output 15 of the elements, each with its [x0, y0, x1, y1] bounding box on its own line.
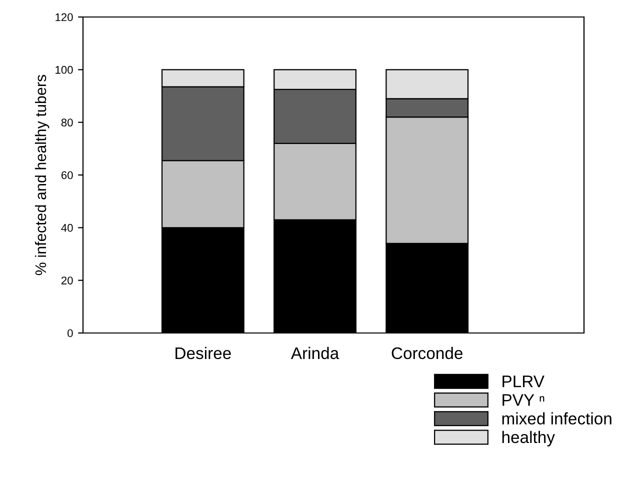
y-tick-label: 40 — [61, 224, 73, 232]
y-tick-label: 120 — [56, 13, 73, 22]
y-tick-label: 60 — [61, 171, 73, 180]
x-tick-label: Arinda — [290, 346, 340, 360]
x-tick-label: Corconde — [392, 346, 462, 360]
legend-label: mixed infection — [502, 412, 612, 425]
y-tick-label: 100 — [56, 66, 73, 74]
legend-label: PVY ⁿ — [502, 394, 544, 406]
y-axis-title: % infected and healthy tubers — [34, 74, 50, 276]
y-tick-label: 20 — [61, 276, 73, 284]
legend-label: healthy — [502, 430, 555, 446]
x-tick-label: Desiree — [176, 346, 231, 360]
y-tick-label: 0 — [68, 329, 73, 338]
legend-label: PLRV — [502, 376, 544, 388]
y-tick-label: 80 — [61, 118, 73, 126]
